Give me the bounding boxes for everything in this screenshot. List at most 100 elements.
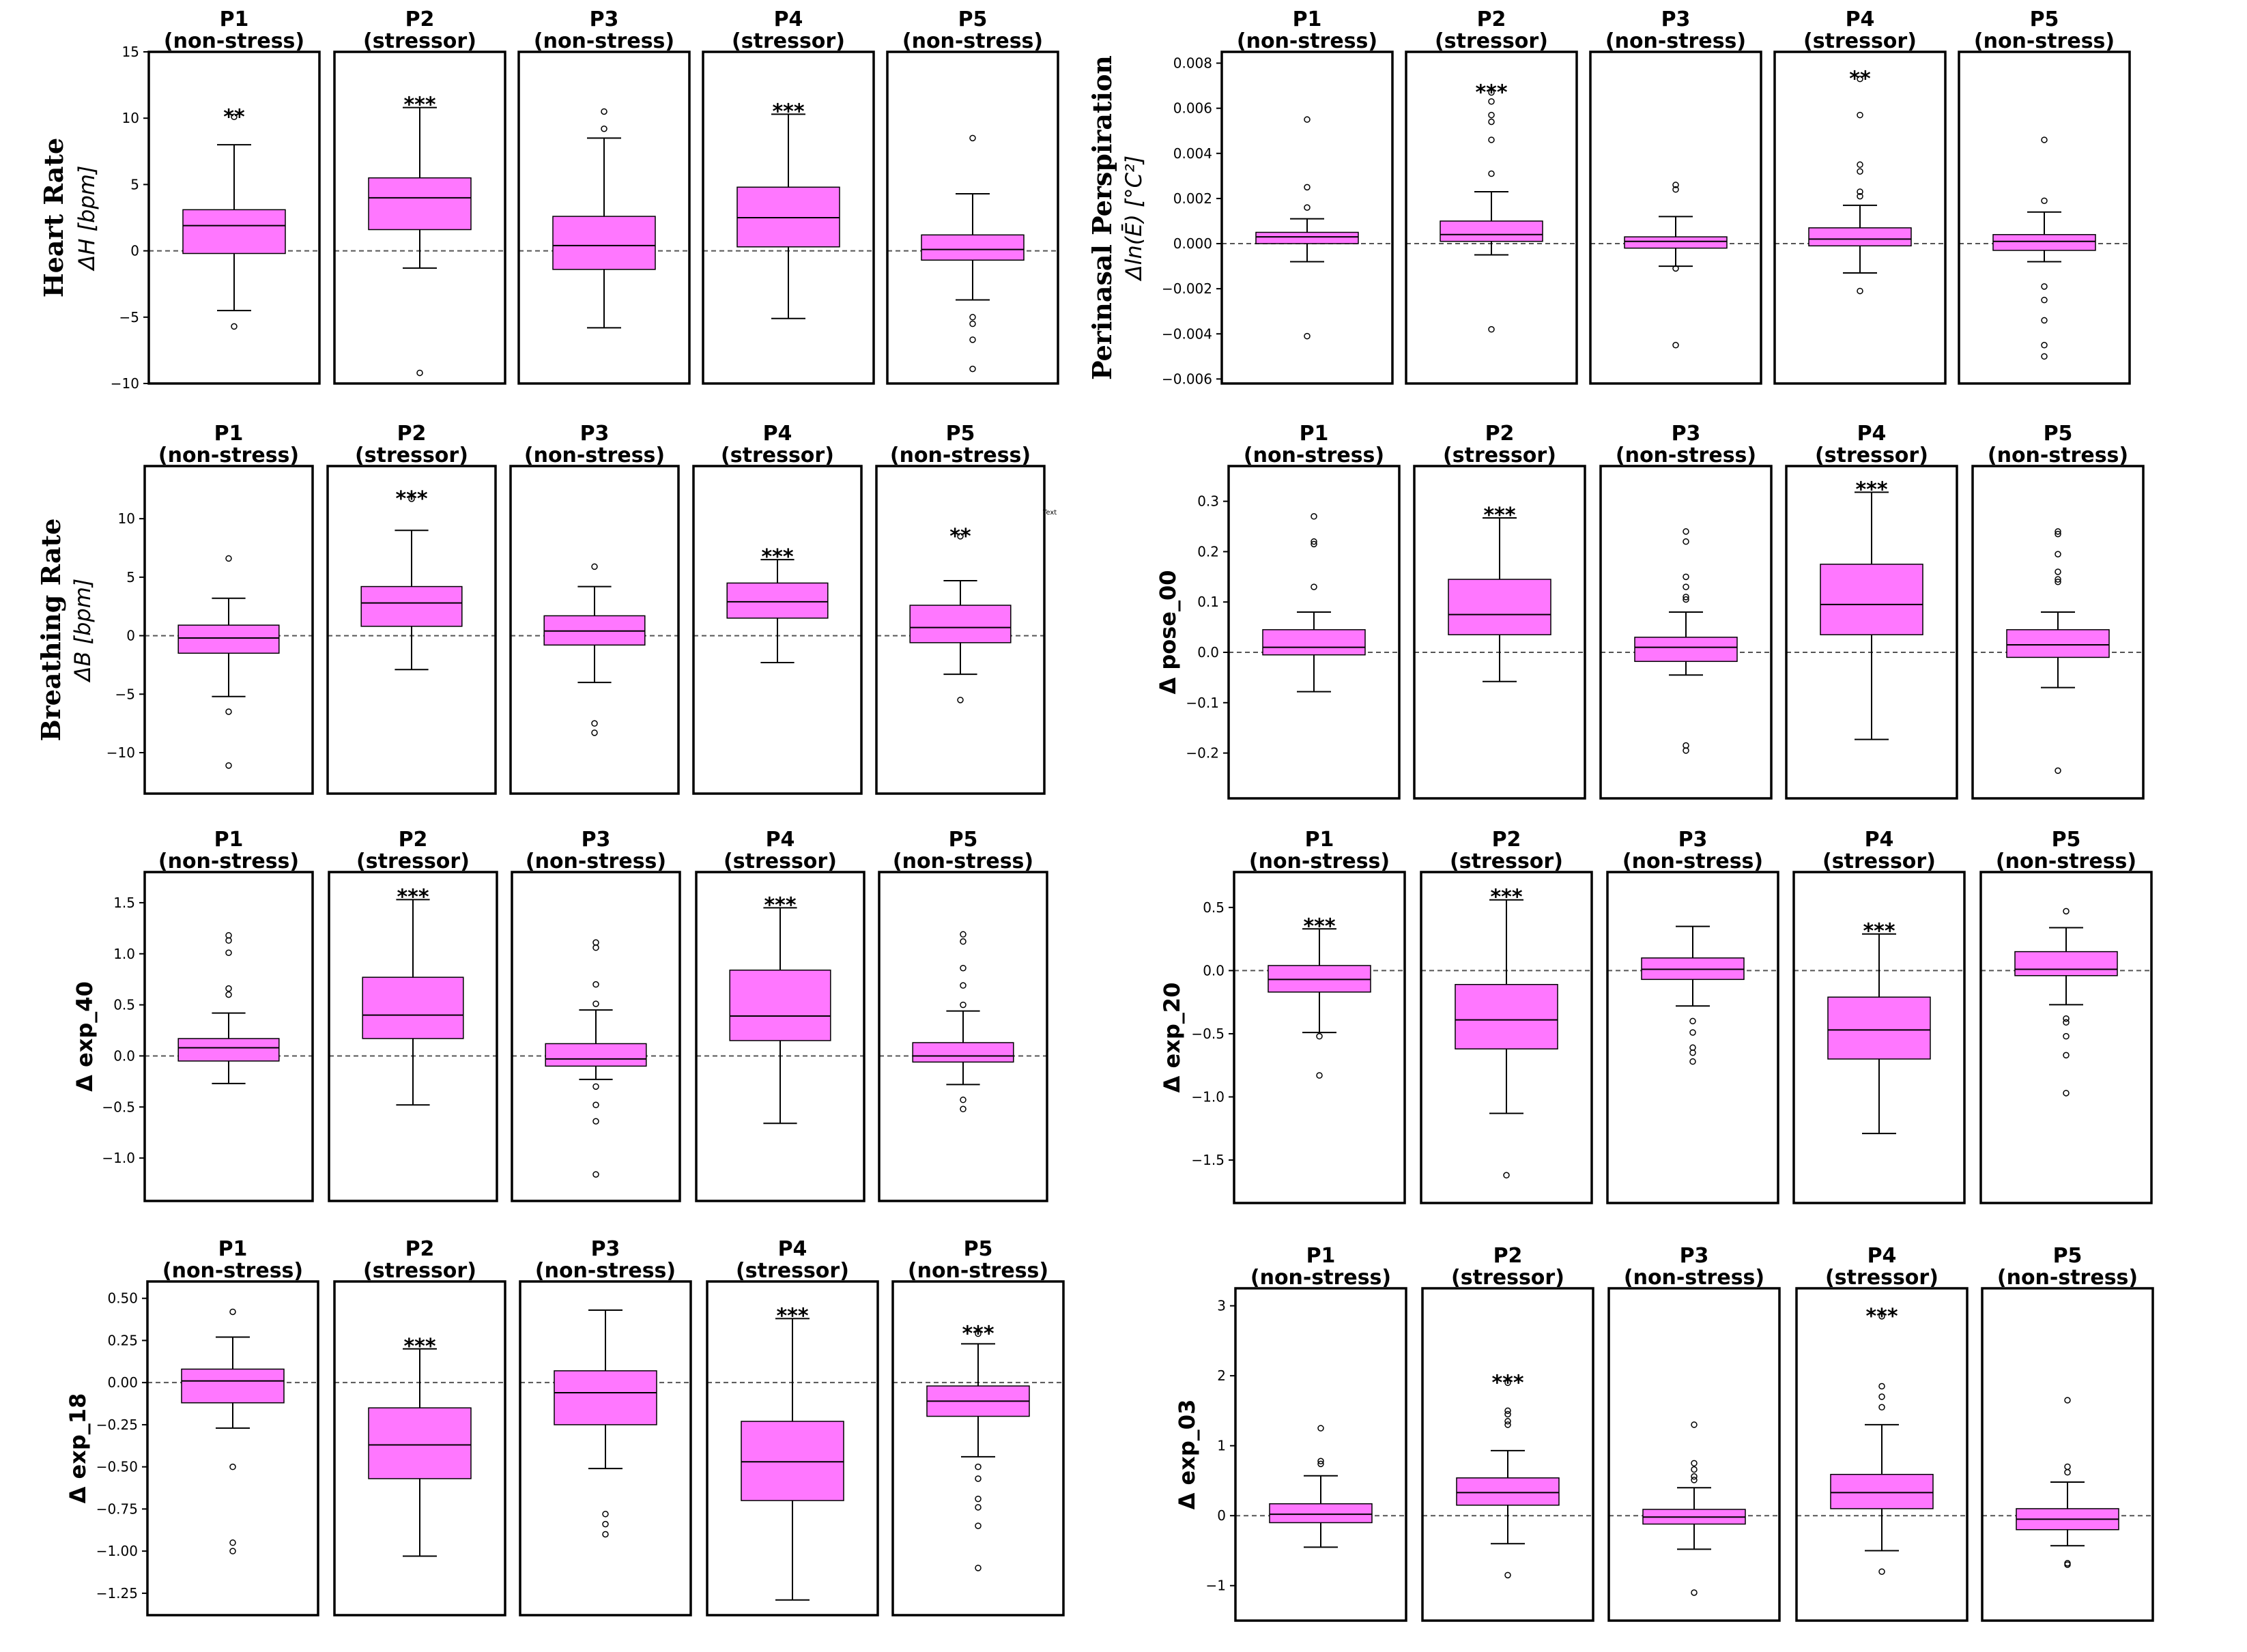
panel-hr-p1: P1(non-stress) ** — [147, 8, 321, 385]
outlier-point — [2041, 342, 2048, 349]
ytick-label-exp03: 1 — [1217, 1438, 1226, 1454]
panel-pp-p4: P4(stressor) ** — [1773, 8, 1947, 385]
panel-label: P1 — [1306, 1244, 1336, 1268]
outlier-point — [1672, 342, 1679, 349]
panel-exp20-p5: P5(non-stress) — [1979, 828, 2153, 1204]
panel-label: P4 — [778, 1237, 807, 1261]
ytick-label-exp03: 0 — [1217, 1507, 1226, 1524]
condition-label: (stressor) — [363, 1259, 476, 1283]
condition-label: (non-stress) — [893, 850, 1033, 873]
panel-frame — [519, 1280, 692, 1617]
outlier-point — [1857, 111, 1863, 119]
panel-frame — [326, 465, 497, 795]
outlier-point — [1878, 1404, 1885, 1411]
outlier-point — [1857, 287, 1863, 295]
outlier-point — [2064, 1561, 2071, 1568]
iqr-box — [729, 969, 831, 1041]
panel-frame — [1606, 871, 1779, 1204]
outlier-point — [416, 369, 423, 377]
outlier-point — [1672, 186, 1679, 193]
outlier-point — [2041, 283, 2048, 290]
outlier-point — [957, 697, 964, 704]
outlier-point — [1691, 1589, 1698, 1596]
chart-br: Breathing Rate ΔB [bpm]−10−50510P1(non-st… — [35, 422, 1046, 795]
ytick-label-pp: 0.006 — [1173, 100, 1212, 117]
outlier-point — [229, 1539, 236, 1546]
panel-frame — [1233, 871, 1406, 1204]
outlier-point — [1504, 1410, 1511, 1418]
outlier-point — [1488, 170, 1495, 177]
panel-exp03-p1: P1(non-stress) — [1234, 1244, 1407, 1622]
outlier-point — [1878, 1313, 1885, 1320]
outlier-point — [1504, 1571, 1511, 1579]
outlier-point — [957, 533, 964, 540]
panel-label: P3 — [590, 8, 619, 31]
panel-label: P5 — [2052, 828, 2081, 852]
ytick-label-pose00: −0.1 — [1186, 695, 1219, 711]
panel-hr-p2: P2(stressor) *** — [333, 8, 506, 385]
panel-frame — [333, 50, 506, 385]
outlier-point — [975, 1495, 982, 1503]
outlier-point — [225, 937, 232, 944]
ytick-label-exp40: 0.0 — [113, 1047, 135, 1064]
outlier-point — [2063, 1032, 2070, 1040]
panel-exp18-p4: P4(stressor) *** — [706, 1237, 879, 1617]
chart-hr: Heart Rate ΔH [bpm]−10−5051015P1(non-stre… — [38, 8, 1059, 392]
ytick-label-pp: 0.000 — [1173, 235, 1212, 252]
outlier-point — [1683, 583, 1689, 590]
outlier-point — [975, 1522, 982, 1529]
ytick-label-exp18: −0.75 — [96, 1501, 138, 1517]
outlier-point — [1683, 747, 1689, 754]
outlier-point — [2055, 530, 2061, 538]
outlier-point — [960, 1105, 967, 1113]
ytick-label-exp20: 0.5 — [1203, 899, 1225, 916]
panel-frame — [1792, 871, 1966, 1204]
iqr-box — [1634, 637, 1738, 663]
outlier-point — [1878, 1568, 1885, 1575]
outlier-point — [225, 991, 232, 998]
panel-label: P4 — [1867, 1244, 1897, 1268]
panel-exp40-p4: P4(stressor) *** — [695, 828, 865, 1202]
significance-marker: *** — [395, 487, 427, 511]
panel-frame — [1413, 465, 1586, 800]
condition-label: (stressor) — [1803, 29, 1917, 53]
ytick-label-hr: −5 — [119, 309, 139, 325]
panel-exp20-p2: P2(stressor) *** — [1420, 828, 1593, 1204]
panel-br-p2: P2(stressor) *** — [326, 422, 497, 795]
outlier-point — [1691, 1466, 1698, 1473]
outlier-point — [1683, 594, 1689, 600]
panel-label: P2 — [397, 422, 427, 446]
panel-label: P2 — [405, 1237, 435, 1261]
panel-label: P5 — [2053, 1244, 2083, 1268]
outlier-point — [229, 1308, 236, 1316]
iqr-box — [1992, 234, 2096, 251]
panel-pp-p2: P2(stressor) *** — [1405, 8, 1578, 385]
outlier-point — [231, 113, 238, 121]
significance-marker: *** — [772, 100, 804, 124]
panel-pose00-p1: P1(non-stress) — [1227, 422, 1401, 800]
condition-label: (stressor) — [721, 444, 834, 467]
ylabel-sub-exp03: Δ exp_03 — [1174, 1400, 1200, 1510]
outlier-point — [1488, 98, 1495, 105]
chart-exp03: Δ exp_03−10123P1(non-stress)P2(stressor)… — [1174, 1244, 2154, 1622]
iqr-box — [1262, 629, 1366, 656]
outlier-point — [1488, 111, 1495, 119]
panel-label: P5 — [949, 828, 978, 852]
outlier-point — [602, 1520, 609, 1528]
ytick-label-exp18: −0.25 — [96, 1417, 138, 1433]
condition-label: (non-stress) — [902, 29, 1043, 53]
outlier-point — [1311, 540, 1317, 548]
condition-label: (non-stress) — [1237, 29, 1377, 53]
outlier-point — [1311, 513, 1317, 520]
ylabel-sub-exp40: Δ exp_40 — [72, 981, 98, 1092]
panel-frame — [1785, 465, 1958, 800]
panel-exp03-p5: P5(non-stress) — [1981, 1244, 2154, 1622]
outlier-point — [2063, 1090, 2070, 1097]
ytick-label-hr: 0 — [130, 243, 139, 259]
panel-exp03-p3: P3(non-stress) — [1607, 1244, 1781, 1622]
panel-pp-p3: P3(non-stress) — [1589, 8, 1762, 385]
outlier-point — [1504, 1407, 1511, 1415]
stray-text: Text — [1043, 509, 1057, 517]
ytick-label-pp: 0.002 — [1173, 190, 1212, 207]
outlier-point — [1304, 184, 1311, 191]
